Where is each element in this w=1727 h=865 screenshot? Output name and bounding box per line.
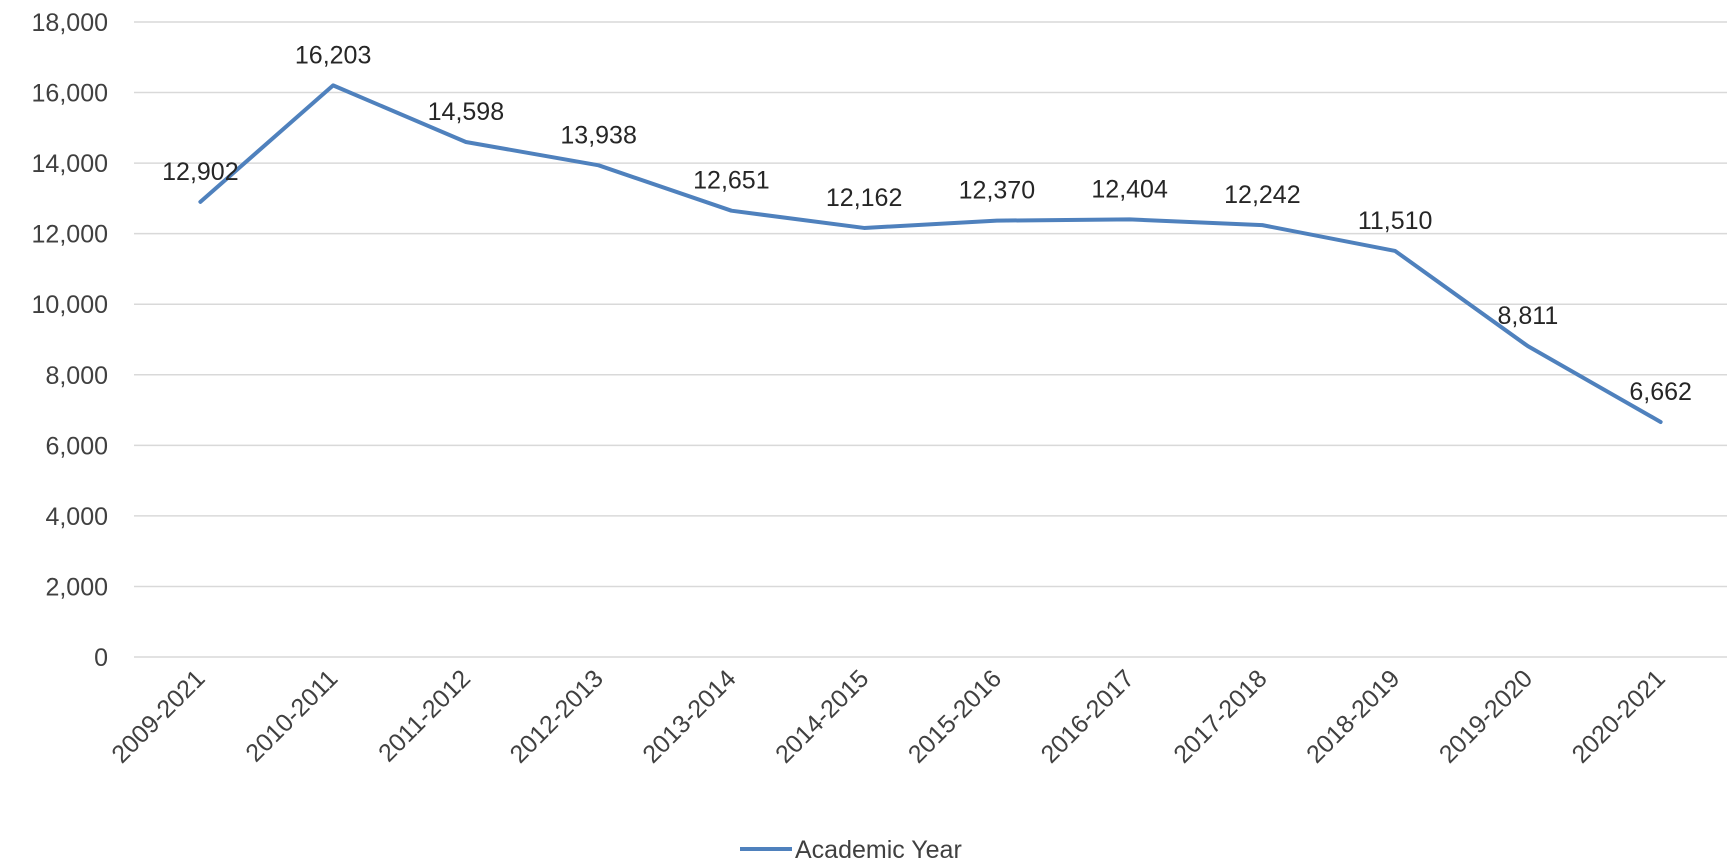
y-tick-label: 16,000 <box>32 80 108 108</box>
data-label: 12,370 <box>959 177 1035 205</box>
series-line <box>198 83 1663 424</box>
data-label: 11,510 <box>1358 207 1433 235</box>
data-label: 12,651 <box>693 167 769 195</box>
legend: Academic Year <box>740 836 962 864</box>
x-axis-tick-labels: 2009-2021 2010-2011 2011-2012 2012-2013 2013… <box>106 664 1671 768</box>
data-label: 12,242 <box>1224 181 1300 209</box>
y-tick-label: 14,000 <box>32 150 108 178</box>
y-tick-label: 18,000 <box>32 9 108 37</box>
data-label: 13,938 <box>560 121 636 149</box>
x-tick-label: 2012-2013 <box>505 664 609 768</box>
legend-label: Academic Year <box>795 836 962 864</box>
data-label: 6,662 <box>1629 378 1692 406</box>
x-tick-label: 2018-2019 <box>1301 664 1405 768</box>
gridlines <box>134 21 1727 658</box>
data-label: 12,404 <box>1091 175 1168 203</box>
x-tick-label: 2013-2014 <box>637 664 741 768</box>
data-label: 8,811 <box>1498 302 1559 330</box>
data-label: 16,203 <box>295 41 371 69</box>
y-tick-label: 12,000 <box>32 221 108 249</box>
y-tick-label: 6,000 <box>45 432 108 460</box>
x-tick-label: 2009-2021 <box>106 664 210 768</box>
y-tick-label: 2,000 <box>45 573 108 601</box>
series-layer <box>198 83 1663 424</box>
data-label: 12,162 <box>826 184 902 212</box>
y-tick-label: 0 <box>94 644 108 672</box>
x-tick-label: 2016-2017 <box>1036 664 1140 768</box>
y-tick-label: 8,000 <box>45 362 108 390</box>
x-tick-label: 2020-2021 <box>1567 664 1671 768</box>
y-tick-label: 10,000 <box>32 291 108 319</box>
x-tick-label: 2011-2012 <box>373 664 476 767</box>
x-tick-label: 2010-2011 <box>240 664 343 767</box>
x-tick-label: 2015-2016 <box>903 664 1007 768</box>
y-axis-tick-labels: 0 2,000 4,000 6,000 8,000 10,000 12,000 14,000 1… <box>32 9 108 672</box>
data-label: 12,902 <box>162 158 238 186</box>
data-label: 14,598 <box>428 98 504 126</box>
data-labels: 12,902 16,203 14,598 13,938 12,651 12,162 12,3… <box>162 41 1692 406</box>
x-tick-label: 2014-2015 <box>770 664 874 768</box>
x-tick-label: 2017-2018 <box>1168 664 1272 768</box>
y-tick-label: 4,000 <box>45 503 108 531</box>
x-tick-label: 2019-2020 <box>1434 664 1538 768</box>
